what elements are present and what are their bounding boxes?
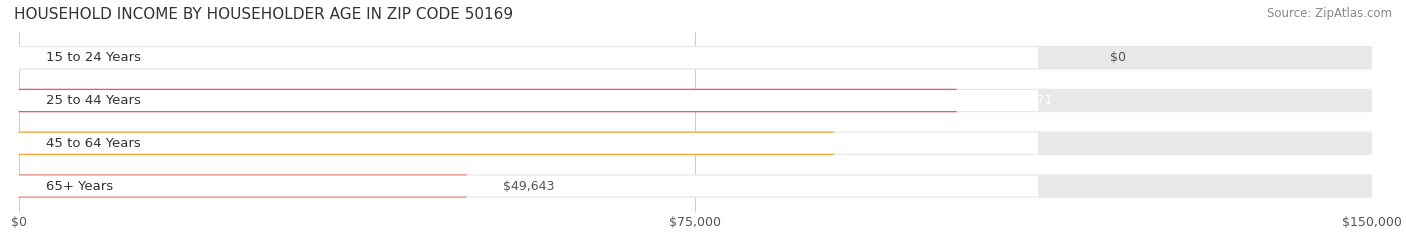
FancyBboxPatch shape — [0, 175, 1038, 196]
Text: HOUSEHOLD INCOME BY HOUSEHOLDER AGE IN ZIP CODE 50169: HOUSEHOLD INCOME BY HOUSEHOLDER AGE IN Z… — [14, 7, 513, 22]
FancyBboxPatch shape — [0, 90, 1038, 111]
FancyBboxPatch shape — [18, 89, 1372, 112]
FancyBboxPatch shape — [18, 131, 1372, 155]
FancyBboxPatch shape — [0, 47, 1038, 68]
Text: 15 to 24 Years: 15 to 24 Years — [46, 51, 141, 64]
Text: 65+ Years: 65+ Years — [46, 179, 112, 192]
Text: $103,971: $103,971 — [993, 94, 1052, 107]
FancyBboxPatch shape — [18, 174, 467, 198]
FancyBboxPatch shape — [0, 133, 1038, 154]
Text: Source: ZipAtlas.com: Source: ZipAtlas.com — [1267, 7, 1392, 20]
Text: 25 to 44 Years: 25 to 44 Years — [46, 94, 141, 107]
Text: $90,357: $90,357 — [870, 137, 922, 150]
Text: $49,643: $49,643 — [502, 179, 554, 192]
FancyBboxPatch shape — [18, 46, 1372, 69]
Text: 45 to 64 Years: 45 to 64 Years — [46, 137, 141, 150]
Text: $0: $0 — [1111, 51, 1126, 64]
FancyBboxPatch shape — [18, 89, 956, 112]
FancyBboxPatch shape — [18, 131, 834, 155]
FancyBboxPatch shape — [18, 174, 1372, 198]
